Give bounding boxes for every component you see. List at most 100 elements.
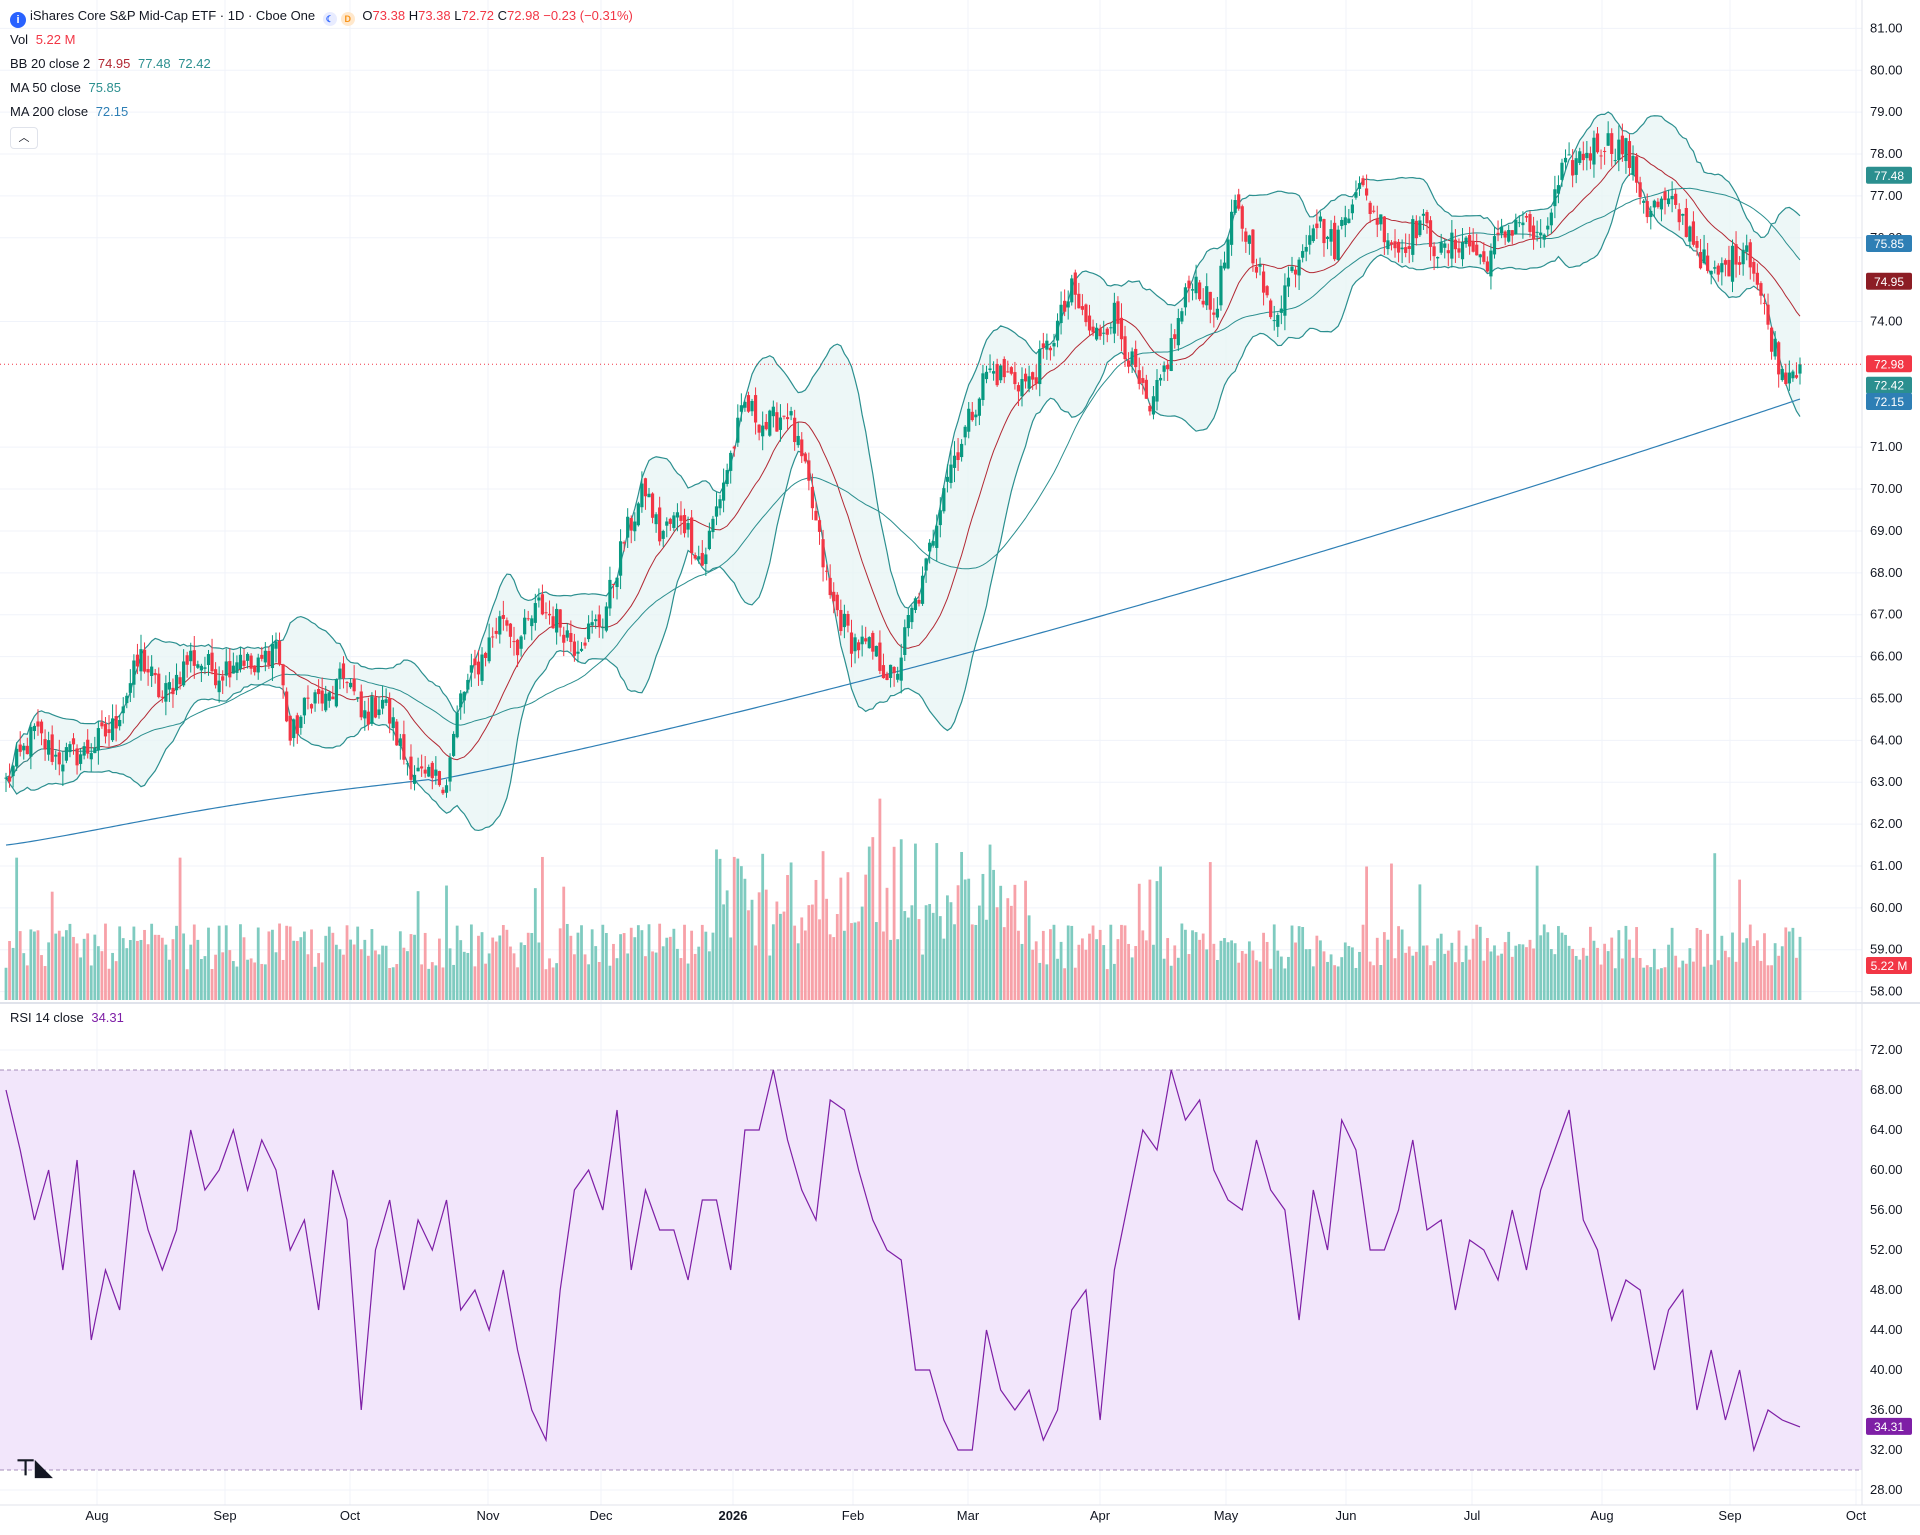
candle-body: [579, 648, 584, 651]
volume-bar: [381, 945, 384, 1000]
candle-body: [1507, 230, 1511, 242]
candle-body: [1013, 372, 1017, 385]
volume-bar: [704, 931, 708, 1000]
candle-body: [1222, 262, 1227, 269]
candle-body: [533, 603, 537, 623]
price-tick-label: 64.00: [1870, 732, 1903, 747]
volume-bar: [114, 961, 118, 1000]
bb-legend[interactable]: BB 20 close 2 74.95 77.48 72.42: [10, 56, 211, 71]
volume-bar: [438, 938, 441, 1000]
symbol-legend[interactable]: i iShares Core S&P Mid-Cap ETF · 1D · Cbo…: [10, 8, 633, 28]
ma200-legend[interactable]: MA 200 close 72.15: [10, 104, 128, 119]
volume-bar: [1546, 932, 1550, 1000]
volume-bar: [608, 965, 612, 1000]
candle-body: [267, 650, 271, 666]
volume-bar: [896, 939, 900, 1000]
time-tick-label: Apr: [1090, 1508, 1111, 1523]
volume-bar: [1176, 957, 1180, 1000]
tradingview-logo[interactable]: ⊤◣: [16, 1455, 53, 1480]
volume-bar: [786, 875, 789, 1000]
candle-body: [1038, 349, 1042, 385]
candle-body: [1333, 222, 1337, 260]
candle-body: [1329, 229, 1333, 242]
volume-bar: [814, 879, 818, 1000]
volume-bar: [139, 939, 143, 1000]
volume-bar: [548, 958, 551, 1000]
candle-body: [1524, 216, 1529, 218]
volume-bar: [441, 967, 445, 1000]
volume-bar: [1382, 932, 1386, 1000]
candle-body: [1205, 286, 1209, 306]
volume-bar: [1081, 938, 1084, 1000]
candle-body: [1290, 266, 1294, 272]
volume-bar: [473, 966, 477, 1000]
bb-legend-label: BB: [10, 56, 28, 71]
volume-bar: [192, 924, 196, 1000]
volume-bar: [1649, 967, 1653, 1000]
ma200-line: [5, 398, 1801, 846]
volume-bar: [1692, 961, 1695, 1000]
volume-bar: [96, 946, 100, 1000]
candle-body: [1485, 261, 1489, 272]
volume-bar: [303, 931, 306, 1000]
price-tick-label: 77.00: [1870, 188, 1903, 203]
volume-legend[interactable]: Vol 5.22 M: [10, 32, 75, 47]
volume-bar: [1077, 944, 1081, 1000]
volume-bar: [1660, 968, 1663, 1000]
candle-body: [736, 417, 740, 443]
candle-body: [913, 598, 918, 611]
candle-body: [1251, 229, 1255, 264]
volume-bar: [956, 885, 960, 1000]
moon-icon: ☾: [322, 12, 337, 26]
volume-bar: [1461, 962, 1464, 1000]
volume-bar: [1549, 949, 1553, 1000]
candle-body: [984, 371, 989, 380]
volume-bar: [1610, 937, 1614, 1000]
candle-body: [1411, 219, 1415, 255]
candle-body: [501, 615, 505, 619]
volume-bar: [310, 929, 313, 1000]
candle-body: [842, 613, 846, 628]
volume-bar: [1066, 925, 1070, 1000]
candle-body: [508, 623, 513, 637]
collapse-legend-button[interactable]: ︿: [10, 127, 38, 149]
candle-body: [107, 729, 111, 734]
candle-body: [338, 668, 342, 679]
candle-body: [1364, 188, 1369, 196]
volume-bar: [217, 925, 221, 1000]
volume-bar: [331, 932, 335, 1000]
candle-body: [942, 488, 946, 512]
volume-bar: [1308, 949, 1312, 1000]
rsi-legend[interactable]: RSI 14 close 34.31: [10, 1010, 124, 1025]
volume-bar: [274, 952, 278, 1000]
time-tick-label: 2026: [719, 1508, 748, 1523]
candle-body: [36, 721, 40, 727]
price-tick-label: 67.00: [1870, 607, 1903, 622]
candle-body: [757, 424, 761, 433]
candle-body: [1393, 241, 1397, 249]
volume-bar: [1485, 938, 1489, 1000]
candle-body: [1517, 222, 1521, 224]
volume-bar: [271, 929, 274, 1000]
symbol-title[interactable]: iShares Core S&P Mid-Cap ETF · 1D · Cboe…: [30, 8, 316, 23]
volume-bar: [860, 906, 864, 1000]
candle-body: [242, 660, 246, 666]
candle-body: [196, 664, 200, 668]
bb-basis-line: [5, 153, 1801, 781]
candle-body: [1436, 256, 1440, 259]
volume-bar: [434, 965, 438, 1000]
candle-body: [1151, 396, 1156, 415]
candle-body: [146, 669, 150, 673]
candle-body: [725, 470, 729, 484]
candle-body: [139, 649, 143, 672]
candle-body: [1553, 189, 1557, 207]
rsi-legend-value: 34.31: [91, 1010, 124, 1025]
volume-bar: [196, 939, 200, 1000]
candle-body: [1642, 200, 1646, 203]
candle-body: [412, 774, 417, 784]
ma50-legend[interactable]: MA 50 close 75.85: [10, 80, 121, 95]
candle-body: [622, 542, 626, 544]
candle-body: [39, 721, 44, 734]
